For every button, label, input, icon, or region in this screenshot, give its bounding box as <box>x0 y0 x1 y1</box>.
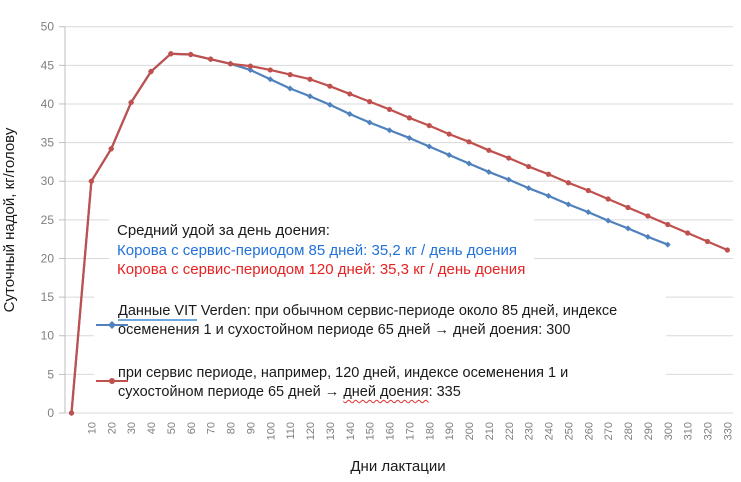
legend-text-service-85: Данные VIT Verden: при обычном сервис-пе… <box>118 302 617 340</box>
y-tick-label: 0 <box>47 406 54 420</box>
x-tick-label: 10 <box>86 422 98 434</box>
legend-text-segment: Данные VIT <box>118 303 197 321</box>
y-tick-label: 45 <box>41 58 55 72</box>
y-axis-title: Суточный надой, кг/голову <box>1 127 18 313</box>
x-tick-label: 100 <box>265 422 277 440</box>
legend-marker-blue-icon <box>96 321 128 329</box>
legend-text-service-120: при сервис периоде, например, 120 дней, … <box>118 364 568 402</box>
x-tick-label: 290 <box>643 422 655 440</box>
annotation-title: Средний удой за день доения: <box>117 222 330 239</box>
x-tick-label: 320 <box>703 422 715 440</box>
x-tick-label: 160 <box>385 422 397 440</box>
y-tick-label: 50 <box>41 20 55 34</box>
series-line-service-120 <box>70 52 728 414</box>
x-tick-label: 150 <box>365 422 377 440</box>
x-tick-label: 110 <box>285 422 297 440</box>
x-tick-label: 330 <box>722 422 734 440</box>
y-tick-label: 5 <box>47 367 54 381</box>
x-tick-label: 170 <box>404 422 416 440</box>
x-tick-label: 20 <box>106 422 118 434</box>
y-tick-label: 25 <box>41 213 55 227</box>
x-tick-label: 50 <box>166 422 178 434</box>
y-tick-label: 35 <box>41 136 55 150</box>
x-tick-label: 190 <box>444 422 456 440</box>
x-tick-label: 40 <box>146 422 158 434</box>
legend-text-segment: сухостойном периоде 65 дней → <box>118 384 344 400</box>
annotation-box: Средний удой за день доения: Корова с се… <box>109 217 535 285</box>
x-tick-label: 130 <box>325 422 337 440</box>
x-tick-label: 80 <box>226 422 238 434</box>
x-tick-label: 220 <box>504 422 516 440</box>
annotation-line-service-85: Корова с сервис-периодом 85 дней: 35,2 к… <box>117 241 517 259</box>
y-tick-label: 10 <box>41 329 55 343</box>
x-tick-label: 180 <box>424 422 436 440</box>
x-tick-label: 260 <box>583 422 595 440</box>
x-axis-title: Дни лактации <box>350 458 446 475</box>
y-tick-label: 30 <box>41 174 55 188</box>
x-tick-label: 200 <box>464 422 476 440</box>
x-tick-label: 240 <box>544 422 556 440</box>
x-tick-label: 300 <box>663 422 675 440</box>
legend-marker-red-icon <box>96 378 128 384</box>
x-tick-label: 90 <box>245 422 257 434</box>
x-tick-label: 60 <box>186 422 198 434</box>
y-tick-label: 20 <box>41 251 55 265</box>
x-tick-label: 310 <box>683 422 695 440</box>
x-tick-label: 280 <box>623 422 635 440</box>
legend-text-segment: осеменения 1 и сухостойном периоде 65 дн… <box>118 322 571 338</box>
legend-background <box>94 295 666 408</box>
x-tick-label: 70 <box>206 422 218 434</box>
y-tick-label: 40 <box>41 97 55 111</box>
x-tick-label: 230 <box>524 422 536 440</box>
legend-text-segment: дней доения <box>343 384 429 400</box>
x-tick-label: 250 <box>563 422 575 440</box>
x-tick-label: 270 <box>603 422 615 440</box>
legend-text-segment: при сервис периоде, например, 120 дней, … <box>118 365 569 381</box>
annotation-line-service-120: Корова с сервис-периодом 120 дней: 35,3 … <box>117 261 526 278</box>
legend-text-segment: : 335 <box>428 384 461 400</box>
x-tick-labels: 10 20 30 40 50 60 70 80 90 100 110 120 130 140 150 160 1… <box>86 422 734 440</box>
x-tick-label: 140 <box>345 422 357 440</box>
legend-text-segment: Verden: при обычном сервис-периоде около… <box>196 303 618 319</box>
series-markers-service-120 <box>68 51 730 416</box>
x-tick-label: 120 <box>305 422 317 440</box>
y-tick-labels: 0 5 10 15 20 25 30 35 40 45 50 <box>41 20 55 420</box>
y-tick-label: 15 <box>41 290 55 304</box>
x-tick-label: 210 <box>484 422 496 440</box>
x-tick-label: 30 <box>126 422 138 434</box>
